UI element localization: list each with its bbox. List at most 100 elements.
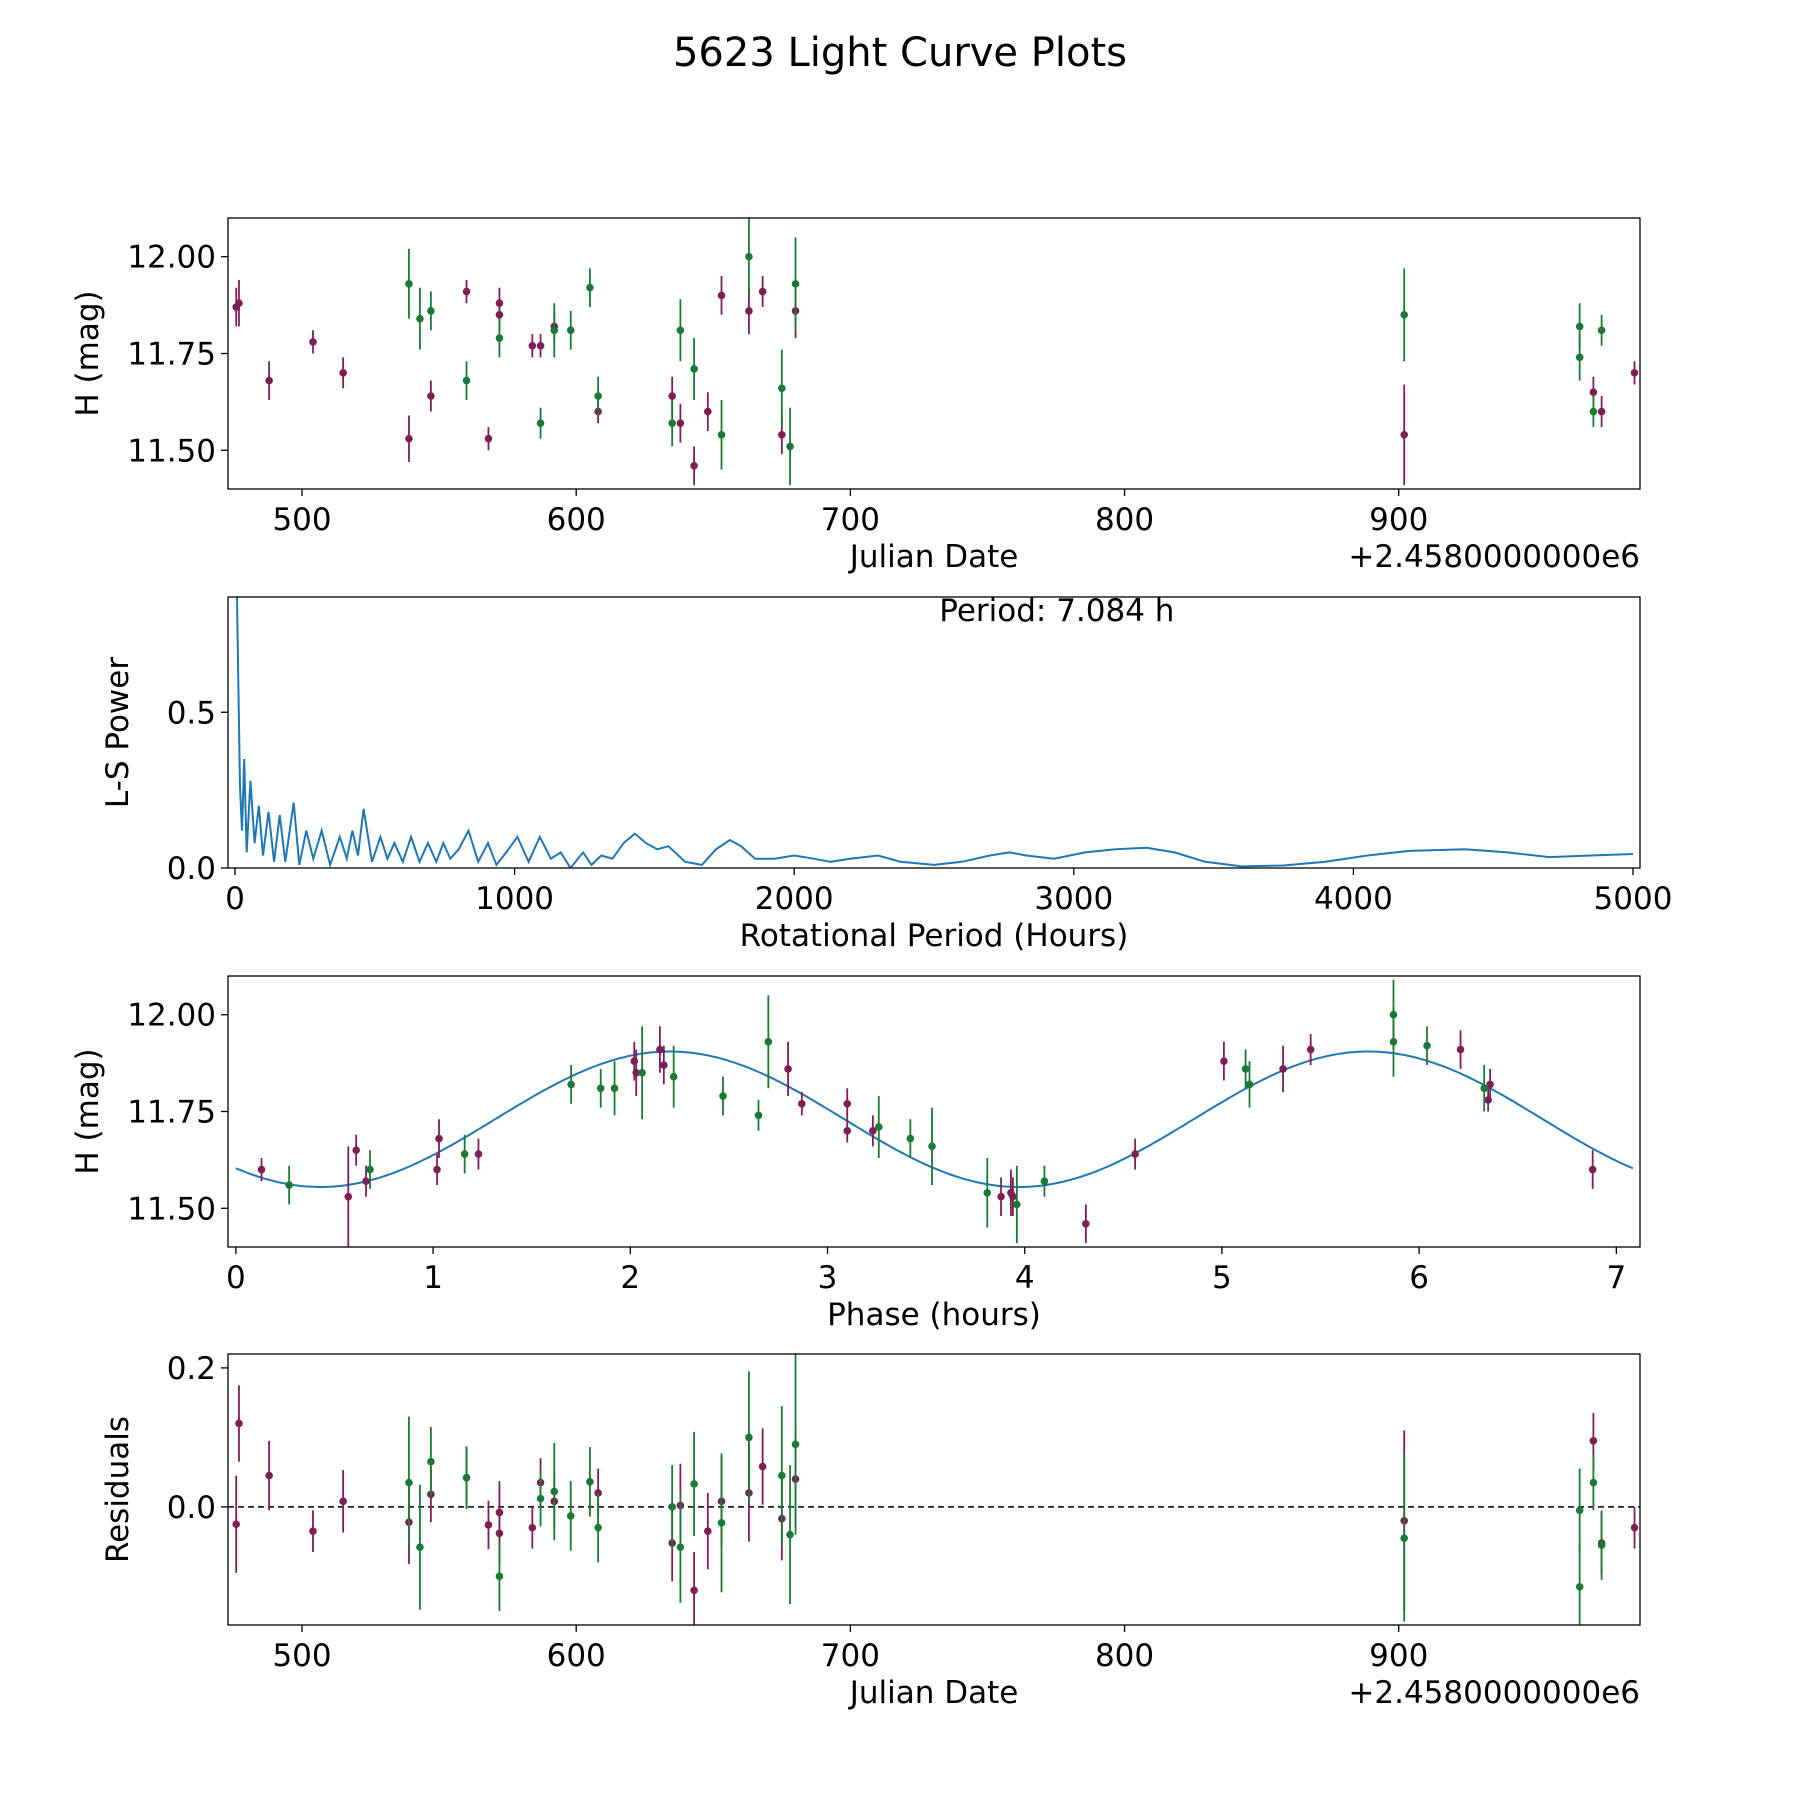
residuals-filter_b-point xyxy=(791,1440,800,1449)
phased-xtick-label: 4 xyxy=(1015,1260,1035,1296)
phased-filter_a-point xyxy=(843,1099,852,1108)
phased-filter_b-point xyxy=(1241,1065,1250,1073)
residuals-filter_b-point xyxy=(1597,1541,1606,1549)
lightcurve-filter_a-point xyxy=(339,369,347,377)
phased-filter_b-point xyxy=(1245,1080,1254,1089)
lightcurve-filter_a-point xyxy=(676,419,685,427)
residuals-filter_a-point xyxy=(309,1527,317,1535)
lightcurve-filter_b-point xyxy=(416,314,424,323)
lightcurve-filter_b-point xyxy=(405,280,413,288)
residuals-filter_b-point xyxy=(717,1519,726,1527)
phased-filter_b-point xyxy=(874,1123,883,1131)
lightcurve-xlabel: Julian Date xyxy=(848,539,1019,575)
lightcurve-filter_a-point xyxy=(1597,407,1606,416)
phased-filter_a-point xyxy=(997,1192,1005,1201)
phased-filter_a-point xyxy=(433,1165,441,1174)
lightcurve-filter_b-point xyxy=(1597,326,1606,335)
lightcurve-filter_b-point xyxy=(717,431,726,439)
lightcurve-filter_b-point xyxy=(1589,407,1598,416)
phased-panel: 0 1 2 3 4 5 6 7 11.50 11.75 12.00 Phase (hours) H (m… xyxy=(70,975,1641,1333)
phased-xtick-label: 0 xyxy=(226,1260,246,1296)
lightcurve-filter_a-point xyxy=(427,392,435,400)
residuals-filter_a-point xyxy=(265,1471,273,1480)
phased-xtick-label: 6 xyxy=(1409,1260,1429,1296)
phased-filter_a-point xyxy=(1131,1150,1139,1158)
phased-filter_b-point xyxy=(638,1068,646,1077)
lightcurve-filter_a-point xyxy=(265,376,273,385)
lightcurve-filter_a-point xyxy=(462,287,471,296)
lightcurve-filter_b-point xyxy=(690,365,698,373)
phased-filter_b-point xyxy=(906,1134,915,1143)
phased-filter_b-point xyxy=(596,1084,605,1093)
residuals-filter_b-point xyxy=(1575,1506,1584,1515)
residuals-filter_a-point xyxy=(339,1497,347,1506)
lightcurve-filter_b-point xyxy=(586,283,594,292)
phased-filter_a-point xyxy=(1279,1065,1287,1073)
residuals-filter_b-point xyxy=(495,1572,504,1581)
phased-filter_b-point xyxy=(1480,1084,1489,1093)
periodogram-xtick-label: 5000 xyxy=(1594,881,1673,917)
phased-ytick-label: 11.50 xyxy=(127,1191,216,1227)
lightcurve-filter_b-point xyxy=(594,392,602,400)
lightcurve-filter_b-point xyxy=(1400,310,1409,319)
phased-filter_b-point xyxy=(764,1038,773,1046)
residuals-filter_a-point xyxy=(484,1521,493,1529)
phased-filter_a-point xyxy=(784,1065,792,1073)
phased-model-curve xyxy=(235,1050,1634,1188)
lightcurve-filter_a-point xyxy=(690,461,698,470)
lightcurve-filter_a-point xyxy=(536,341,545,350)
residuals-filter_a-point xyxy=(528,1523,537,1532)
residuals-filter_a-point xyxy=(690,1586,698,1595)
residuals-filter_a-point xyxy=(235,1419,243,1428)
lightcurve-ytick-label: 12.00 xyxy=(127,240,216,276)
residuals-filter_b-point xyxy=(427,1457,435,1466)
phased-filter_b-point xyxy=(567,1080,575,1089)
phased-filter_b-point xyxy=(1423,1041,1431,1050)
phased-ylabel: H (mag) xyxy=(70,1048,106,1174)
lightcurve-ytick-label: 11.50 xyxy=(127,433,216,469)
phased-filter_b-point xyxy=(1040,1177,1049,1185)
lightcurve-filter_a-point xyxy=(1630,369,1639,377)
residuals-ytick-label: 0.2 xyxy=(167,1351,216,1387)
periodogram-ytick-label: 0.5 xyxy=(167,695,216,731)
periodogram-xlabel: Rotational Period (Hours) xyxy=(740,918,1129,954)
lightcurve-offset-label: +2.4580000000e6 xyxy=(1348,539,1640,575)
periodogram-xtick-label: 1000 xyxy=(475,881,554,917)
phased-filter_a-point xyxy=(352,1146,360,1155)
residuals-filter_b-point xyxy=(690,1480,698,1488)
phased-filter_b-point xyxy=(610,1084,619,1093)
lightcurve-filter_b-point xyxy=(676,326,685,335)
periodogram-power-line xyxy=(236,597,1634,868)
lightcurve-filter_b-point xyxy=(668,419,676,427)
periodogram-xtick-label: 3000 xyxy=(1034,881,1113,917)
residuals-xtick-label: 600 xyxy=(547,1638,606,1674)
periodogram-plot-area xyxy=(236,597,1634,868)
residuals-filter_b-point xyxy=(405,1478,413,1487)
phased-filter_a-point xyxy=(1220,1057,1228,1065)
phased-filter_b-point xyxy=(928,1142,936,1151)
periodogram-ytick-label: 0.0 xyxy=(167,851,216,887)
residuals-xtick-label: 900 xyxy=(1369,1638,1428,1674)
phased-ytick-label: 12.00 xyxy=(127,998,216,1034)
residuals-filter_b-point xyxy=(668,1503,676,1511)
phased-filter_b-point xyxy=(1389,1038,1398,1046)
lightcurve-filter_b-point xyxy=(550,326,559,335)
lightcurve-filter_b-point xyxy=(462,376,471,385)
lightcurve-ytick-label: 11.75 xyxy=(127,337,216,373)
residuals-filter_b-point xyxy=(462,1473,471,1482)
residuals-filter_a-point xyxy=(758,1462,767,1471)
residuals-filter_b-point xyxy=(1400,1534,1409,1542)
periodogram-xtick-label: 2000 xyxy=(755,881,834,917)
residuals-filter_b-point xyxy=(1589,1478,1598,1487)
lightcurve-xtick-label: 600 xyxy=(547,502,606,538)
phased-filter_a-point xyxy=(798,1099,806,1108)
residuals-filter_b-point xyxy=(778,1471,786,1480)
phased-filter_b-point xyxy=(669,1072,678,1081)
residuals-filter_b-point xyxy=(416,1543,424,1551)
lightcurve-filter_b-point xyxy=(786,442,794,451)
residuals-plot-area xyxy=(228,1354,1640,1625)
phased-filter_a-point xyxy=(1009,1192,1017,1201)
lightcurve-filter_b-point xyxy=(427,307,435,315)
residuals-filter_b-point xyxy=(594,1523,602,1532)
